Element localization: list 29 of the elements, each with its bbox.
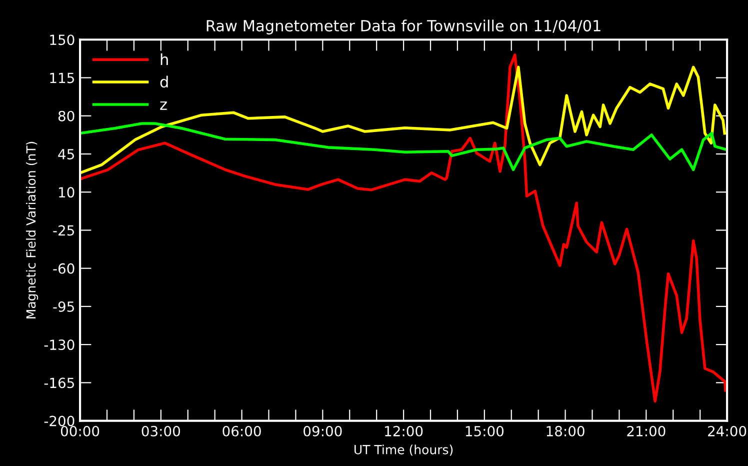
y-tick-label: -95 [53,301,74,312]
x-tick-label: 18:00 [546,426,584,436]
y-tick-label: 10 [59,187,74,198]
legend-label: d [160,76,168,88]
x-tick-label: 06:00 [222,426,261,436]
y-tick-label: -25 [53,225,74,236]
x-tick-label: 21:00 [627,426,666,436]
x-tick-label: 12:00 [385,426,423,436]
legend-label: h [160,53,168,65]
legend-label: z [160,101,167,110]
y-tick-label: 45 [58,149,74,160]
x-tick-label: 09:00 [304,426,342,436]
y-axis-title: Magnetic Field Variation (nT) [26,142,38,318]
x-tick-label: 00:00 [60,426,100,436]
y-tick-label: -130 [44,340,74,350]
line-series [80,122,728,172]
y-tick-label: -165 [44,378,74,388]
x-tick-label: 03:00 [142,426,180,436]
line-series [80,66,726,174]
y-tick-label: 115 [50,72,74,84]
y-tick-label: -60 [53,263,74,274]
y-tick-label: 80 [58,110,74,122]
chart-title: Raw Magnetometer Data for Townsville on 11/04/01 [206,20,600,34]
line-series [80,53,727,403]
x-tick-label: 24:00 [708,426,746,436]
y-tick-label: -200 [44,416,74,426]
x-axis-title: UT Time (hours) [354,444,453,456]
y-tick-label: 150 [50,34,74,46]
x-tick-label: 15:00 [466,426,504,436]
